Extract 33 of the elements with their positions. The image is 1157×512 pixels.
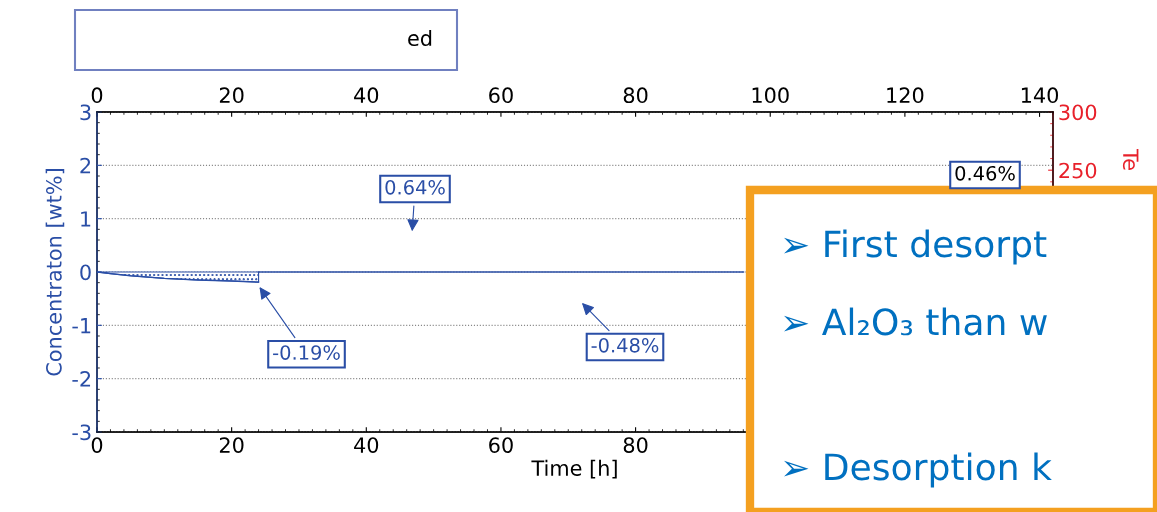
annotation: ➢ Al₂O₃ than w [784, 307, 1047, 336]
x2-tick-label: 100 [752, 87, 789, 104]
text: ed [408, 29, 432, 47]
annotation: 0.64% [385, 179, 445, 195]
x2-tick-label: 0 [91, 87, 103, 104]
y-tick-label: 2 [80, 157, 91, 174]
x2-tick-label: 20 [219, 87, 244, 104]
y-tick-label: -1 [72, 318, 91, 334]
text: ➢ Desorption k [784, 452, 1052, 488]
annotation: -0.19% [273, 345, 340, 360]
annotation: -0.48% [591, 337, 659, 353]
y-tick-label: -2 [72, 371, 91, 387]
x2-tick-label: 120 [887, 87, 924, 104]
x2-tick-label: 60 [489, 87, 513, 104]
x-tick-label: 20 [219, 437, 244, 453]
x2-tick-label: 40 [354, 87, 379, 104]
y2-axis-title: Te [1122, 148, 1139, 170]
y2-tick-label: 300 [1059, 104, 1097, 121]
annotation: 0.46% [955, 165, 1015, 181]
x-tick-label: 60 [489, 437, 513, 453]
x-tick-label: 80 [623, 437, 648, 453]
x2-tick-label: 80 [623, 87, 648, 104]
y-tick-label: 0 [80, 264, 91, 281]
x-axis-title: Time [h] [531, 459, 617, 479]
annotation: ➢ First desorpt [784, 229, 1047, 265]
x-tick-label: 40 [354, 437, 379, 453]
y-tick-label: 3 [80, 104, 91, 121]
y-tick-label: 1 [81, 211, 91, 227]
x2-tick-label: 140 [1021, 87, 1059, 104]
y-tick-label: -3 [72, 424, 91, 441]
y2-tick-label: 250 [1059, 162, 1097, 179]
y-axis-title: Concentraton [wt%] [45, 169, 65, 376]
x-tick-label: 0 [91, 437, 103, 453]
